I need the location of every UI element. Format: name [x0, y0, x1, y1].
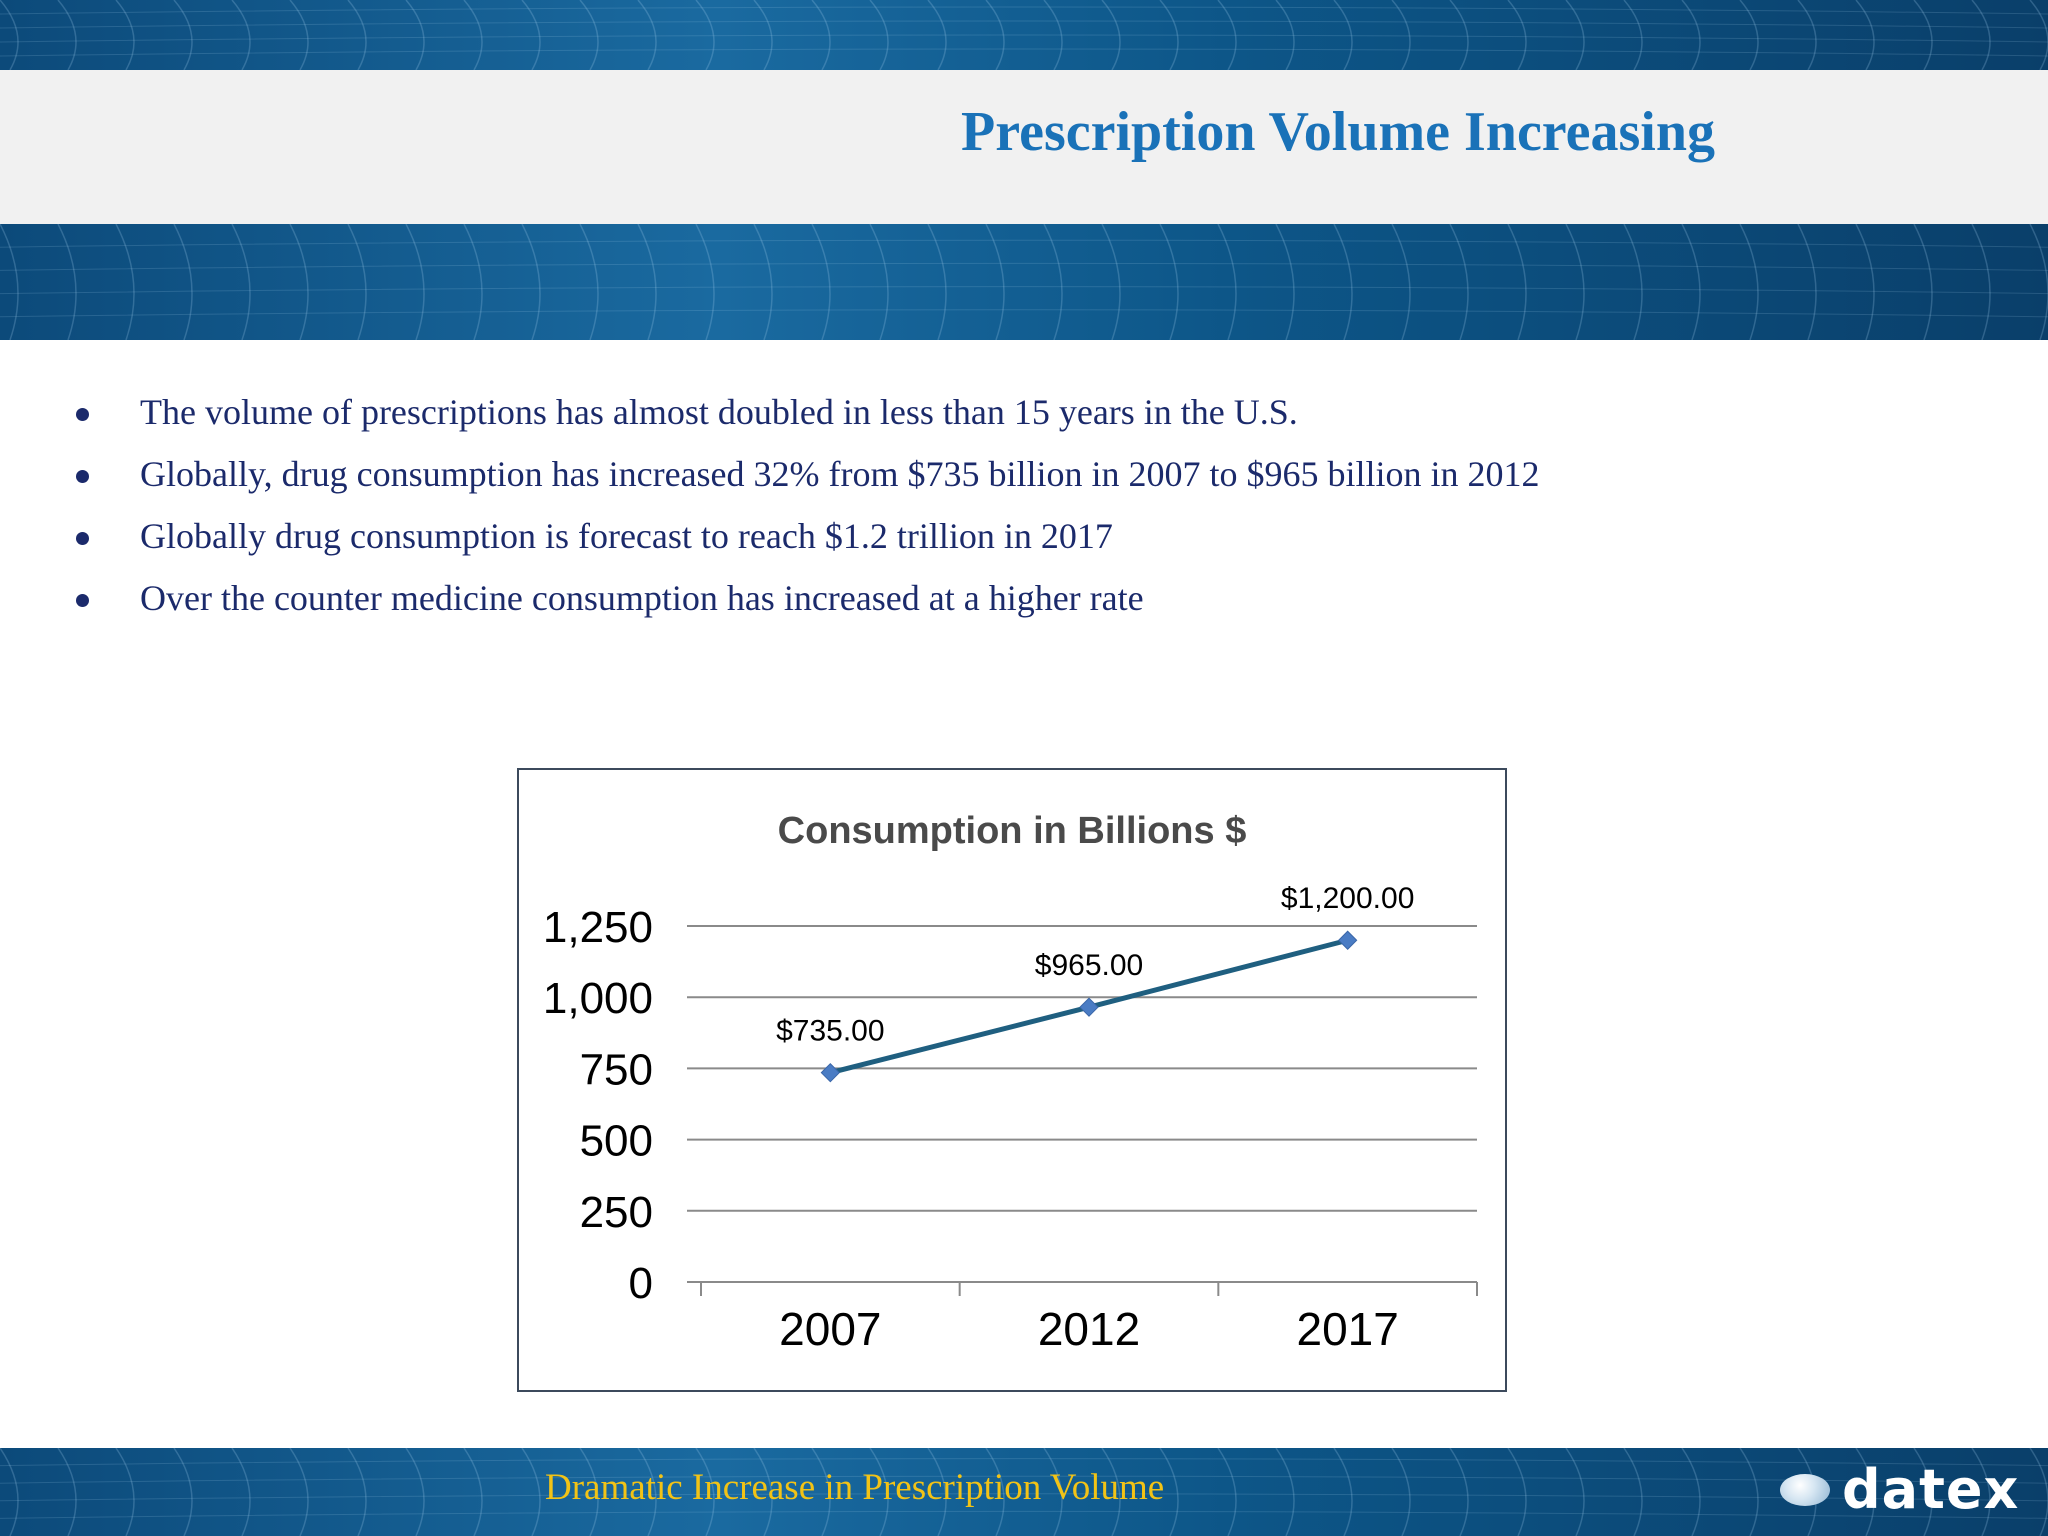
y-axis-ticks: 0 250 500 750 1,000 1,250: [543, 903, 653, 1308]
bullet-list: The volume of prescriptions has almost d…: [72, 386, 1952, 634]
bullet-text: Globally drug consumption is forecast to…: [140, 516, 1113, 556]
chart-title: Consumption in Billions $: [778, 810, 1247, 852]
header-band: [0, 0, 2048, 70]
title-strip: [0, 70, 2048, 224]
chart-series: [820, 930, 1358, 1083]
y-tick-label: 0: [629, 1259, 653, 1308]
data-point: [1337, 930, 1358, 950]
consumption-chart: Consumption in Billions $ 0 250 500 750 1,00…: [517, 768, 1507, 1392]
chart-canvas: Consumption in Billions $ 0 250 500 750 1,00…: [543, 810, 1478, 1355]
bullet-dot-icon: [76, 470, 89, 483]
logo-text: datex: [1842, 1458, 2020, 1521]
y-tick-label: 250: [580, 1188, 653, 1237]
data-label: $965.00: [1035, 949, 1143, 982]
y-tick-label: 750: [580, 1045, 653, 1094]
y-tick-label: 500: [580, 1117, 653, 1166]
y-tick-label: 1,000: [543, 974, 653, 1023]
data-point: [1079, 997, 1099, 1017]
bullet-text: Globally, drug consumption has increased…: [140, 454, 1540, 494]
bullet-item: The volume of prescriptions has almost d…: [72, 386, 1952, 448]
x-tick-label: 2012: [1038, 1303, 1140, 1355]
chart-axes: [700, 1281, 1478, 1296]
footer-band: [0, 1448, 2048, 1536]
data-point: [820, 1062, 841, 1083]
data-labels: $735.00 $965.00 $1,200.00: [776, 882, 1414, 1047]
bullet-item: Globally, drug consumption has increased…: [72, 448, 1952, 510]
data-label: $1,200.00: [1281, 882, 1414, 915]
x-tick-label: 2017: [1296, 1303, 1398, 1355]
slide-title: Prescription Volume Increasing: [961, 101, 1715, 163]
footer-text: Dramatic Increase in Prescription Volume: [545, 1467, 1165, 1508]
bullet-text: Over the counter medicine consumption ha…: [140, 578, 1144, 618]
decorative-band: [0, 224, 2048, 340]
x-axis-ticks: 2007 2012 2017: [779, 1303, 1399, 1355]
data-label: $735.00: [776, 1015, 884, 1048]
bullet-item: Over the counter medicine consumption ha…: [72, 572, 1952, 634]
bullet-dot-icon: [76, 408, 89, 421]
wave-pattern-icon: [0, 0, 2048, 70]
wave-pattern-icon: [0, 224, 2048, 340]
bullet-dot-icon: [76, 532, 89, 545]
bullet-dot-icon: [76, 594, 89, 607]
globe-icon: [1780, 1474, 1830, 1506]
wave-pattern-icon: [0, 1448, 2048, 1536]
bullet-item: Globally drug consumption is forecast to…: [72, 510, 1952, 572]
y-tick-label: 1,250: [543, 903, 653, 952]
bullet-text: The volume of prescriptions has almost d…: [140, 392, 1298, 432]
x-tick-label: 2007: [779, 1303, 881, 1355]
